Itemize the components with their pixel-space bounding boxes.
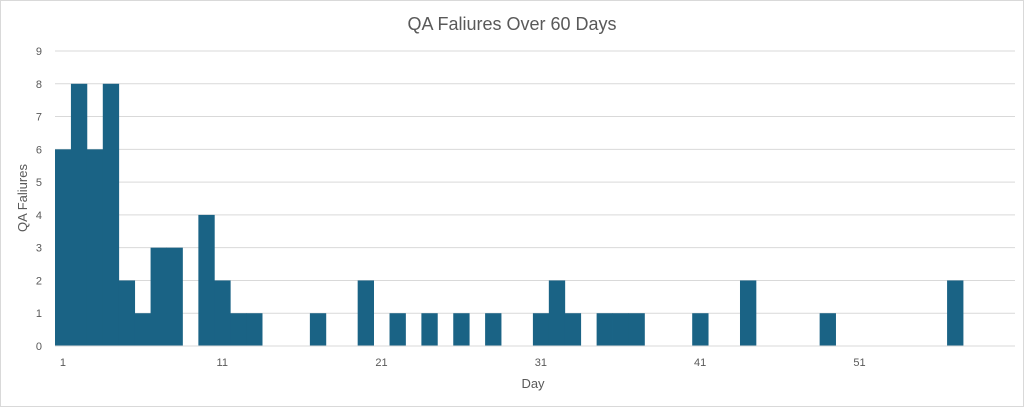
bar-day-17 (309, 313, 327, 346)
y-axis-label: QA Faliures (15, 164, 30, 232)
chart-title: QA Faliures Over 60 Days (407, 14, 616, 34)
y-tick-label: 9 (36, 46, 42, 58)
bar-day-10 (198, 214, 215, 346)
bar-day-44 (739, 280, 757, 346)
bar-day-36 (612, 313, 629, 346)
x-tick-label: 11 (217, 357, 228, 369)
bar-day-57 (947, 280, 964, 346)
bar-day-1 (55, 149, 72, 346)
bar-day-8 (166, 247, 183, 346)
bar-day-24 (421, 313, 438, 346)
bar-day-41 (692, 313, 709, 346)
y-axis-ticks: 0 1 2 3 4 5 6 7 8 9 (36, 46, 42, 353)
x-axis-label: Day (521, 376, 545, 391)
bar-day-13 (246, 313, 263, 346)
bar-day-2 (70, 83, 88, 346)
y-tick-label: 3 (36, 243, 42, 255)
bar-day-3 (86, 149, 104, 346)
bar-day-32 (548, 280, 566, 346)
bar-day-22 (389, 313, 406, 346)
bar-day-33 (564, 313, 582, 346)
bar-day-37 (628, 313, 645, 346)
y-tick-label: 5 (36, 177, 42, 189)
x-tick-label: 31 (535, 357, 547, 369)
y-tick-label: 2 (36, 275, 42, 287)
y-tick-label: 7 (36, 112, 42, 124)
bar-day-7 (150, 247, 167, 346)
x-tick-label: 41 (694, 357, 706, 369)
bar-day-28 (485, 313, 502, 346)
y-tick-label: 0 (36, 341, 42, 353)
y-tick-label: 6 (36, 144, 42, 156)
x-tick-label: 51 (853, 357, 865, 369)
bar-day-49 (819, 313, 836, 346)
bar-day-31 (532, 313, 550, 346)
bar-day-12 (230, 313, 247, 346)
bar-day-26 (453, 313, 470, 346)
y-tick-label: 8 (36, 79, 42, 91)
x-tick-label: 21 (375, 357, 387, 369)
bars (55, 83, 964, 346)
y-tick-label: 4 (36, 210, 42, 222)
bar-day-4 (102, 83, 120, 346)
bar-day-20 (357, 280, 374, 346)
x-axis-ticks: 1 11 21 31 41 51 (60, 357, 866, 369)
y-tick-label: 1 (36, 308, 42, 320)
x-tick-label: 1 (60, 357, 66, 369)
bar-day-35 (596, 313, 613, 346)
bar-day-11 (214, 280, 231, 346)
bar-day-6 (134, 313, 151, 346)
bar-day-5 (118, 280, 136, 346)
